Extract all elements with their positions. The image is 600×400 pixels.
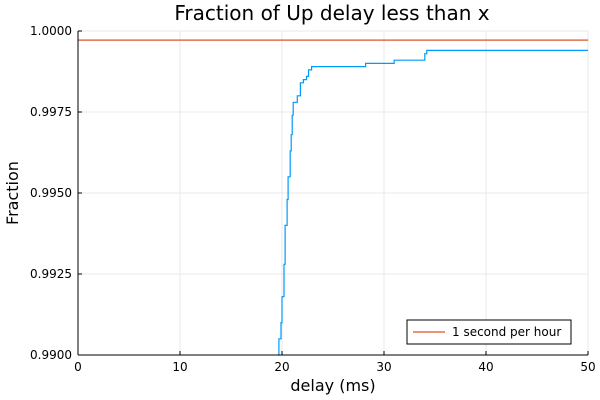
y-tick-label: 1.0000 [30, 24, 72, 38]
x-tick-labels: 0 10 20 30 40 50 [74, 351, 596, 374]
chart-title: Fraction of Up delay less than x [174, 1, 489, 25]
legend: 1 second per hour [406, 319, 572, 345]
grid [77, 30, 589, 356]
x-tick-label: 30 [376, 360, 391, 374]
y-tick-label: 0.9900 [30, 348, 72, 362]
y-axis-label: Fraction [3, 161, 22, 225]
legend-label-reference-line: 1 second per hour [452, 325, 561, 339]
y-tick-label: 0.9925 [30, 267, 72, 281]
plot-series [78, 39, 588, 356]
x-tick-label: 50 [580, 360, 595, 374]
x-tick-label: 0 [74, 360, 82, 374]
y-tick-label: 0.9950 [30, 186, 72, 200]
x-axis-label: delay (ms) [290, 376, 375, 395]
x-tick-label: 10 [172, 360, 187, 374]
y-tick-label: 0.9975 [30, 105, 72, 119]
x-tick-label: 20 [274, 360, 289, 374]
x-tick-label: 40 [478, 360, 493, 374]
series-line-delay [277, 49, 588, 356]
y-tick-labels: 0.9900 0.9925 0.9950 0.9975 1.0000 [30, 24, 82, 362]
